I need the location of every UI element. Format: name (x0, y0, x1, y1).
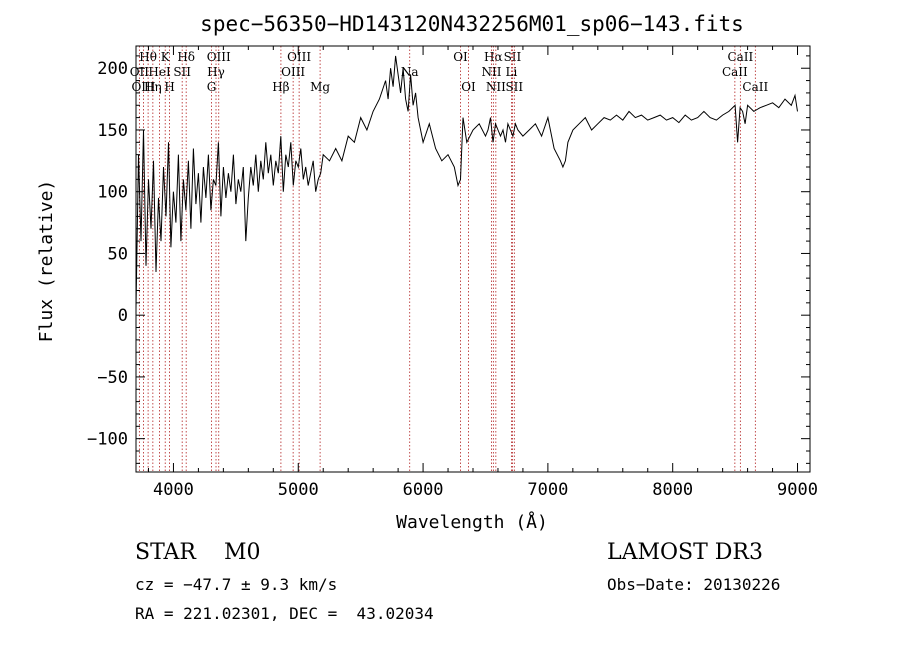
marker-label-10: Hγ (207, 65, 225, 79)
marker-label-22: Li (506, 65, 518, 79)
marker-label-9: OIII (207, 50, 231, 64)
x-tick-label-4: 8000 (652, 480, 693, 500)
marker-label-5: Hη (144, 80, 162, 94)
marker-label-13: OIII (281, 65, 305, 79)
x-tick-label-3: 7000 (527, 480, 568, 500)
y-axis-label: Flux (relative) (36, 180, 57, 343)
marker-label-17: OI (453, 50, 468, 64)
plot-frame (135, 45, 811, 473)
marker-label-8: Hδ (177, 50, 195, 64)
marker-label-27: CaII (742, 80, 768, 94)
marker-label-4: HeI (148, 65, 171, 79)
object-class: STAR M0 (135, 540, 261, 565)
y-axis: −100 −50 0 50 100 150 200 (87, 55, 810, 464)
marker-label-1: OII (130, 65, 150, 79)
x-tick-label-1: 5000 (278, 480, 319, 500)
x-tick-label-0: 4000 (153, 480, 194, 500)
redshift-velocity: cz = −47.7 ± 9.3 km/s (135, 575, 338, 594)
marker-label-11: G (207, 80, 217, 94)
marker-label-20: SII (504, 50, 522, 64)
y-tick-label-1: −50 (97, 368, 128, 388)
marker-label-24: SII (505, 80, 523, 94)
marker-label-21: NII (481, 65, 501, 79)
marker-label-23: NII (486, 80, 506, 94)
y-tick-label-5: 150 (97, 121, 128, 141)
x-axis-label: Wavelength (Å) (396, 511, 548, 533)
observation-date: Obs−Date: 20130226 (607, 575, 781, 594)
marker-label-7: SII (173, 65, 191, 79)
marker-label-2: OIII (131, 80, 155, 94)
marker-label-12: OIII (287, 50, 311, 64)
survey-name: LAMOST DR3 (607, 540, 763, 565)
marker-label-0: Hθ (139, 50, 157, 64)
marker-label-6: H (164, 80, 174, 94)
chart-title: spec−56350−HD143120N432256M01_sp06−143.f… (200, 12, 744, 36)
marker-label-14: Hβ (272, 80, 289, 94)
x-axis: 4000 5000 6000 7000 8000 9000 (147, 46, 818, 500)
spectrum-series (135, 55, 798, 310)
marker-label-19: Hα (484, 50, 503, 64)
marker-label-16: Na (401, 65, 419, 79)
marker-label-15: Mg (310, 80, 330, 94)
y-tick-label-2: 0 (118, 306, 128, 326)
marker-label-3: K (161, 50, 171, 64)
marker-label-25: CaII (727, 50, 753, 64)
series-line (135, 55, 798, 310)
y-tick-label-6: 200 (97, 59, 128, 79)
y-tick-label-4: 100 (97, 183, 128, 203)
x-tick-label-5: 9000 (777, 480, 818, 500)
x-tick-label-2: 6000 (403, 480, 444, 500)
y-tick-label-3: 50 (108, 244, 128, 264)
marker-label-18: OI (461, 80, 476, 94)
marker-label-26: CaII (722, 65, 748, 79)
sky-coordinates: RA = 221.02301, DEC = 43.02034 (135, 604, 434, 623)
y-tick-label-0: −100 (87, 430, 128, 450)
